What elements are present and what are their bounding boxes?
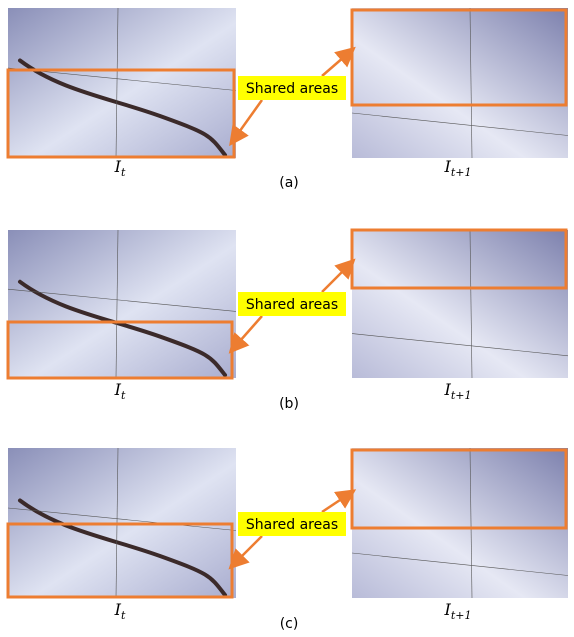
shared-label: Shared areas [246, 81, 338, 97]
caption: It [114, 157, 126, 179]
panel-label: (c) [280, 616, 299, 632]
arrow-left [232, 316, 262, 350]
left-photo [8, 8, 236, 158]
caption: It [114, 380, 126, 402]
arrow-right [322, 262, 352, 292]
caption-sub: t [121, 389, 126, 402]
arrow-left [232, 100, 262, 142]
caption: It+1 [444, 380, 472, 402]
right-photo [352, 230, 568, 378]
caption-sub: t [121, 166, 126, 179]
caption-sub: t+1 [451, 166, 472, 179]
panel-label: (b) [279, 396, 299, 412]
caption: It [114, 600, 126, 622]
shared-label: Shared areas [246, 517, 338, 533]
page: Shared areas It It+1 (a) Shared areas It It+1 (… [0, 0, 574, 637]
right-photo [352, 8, 568, 158]
caption: It+1 [444, 600, 472, 622]
panel-label: (a) [279, 175, 299, 191]
caption-sub: t+1 [451, 389, 472, 402]
shared-label: Shared areas [246, 297, 338, 313]
arrow-right [322, 50, 352, 76]
left-photo [8, 230, 236, 378]
figure: Shared areas It It+1 (a) Shared areas It It+1 (… [0, 0, 574, 637]
caption-sub: t [121, 609, 126, 622]
caption: It+1 [444, 157, 472, 179]
right-photo [352, 448, 568, 598]
arrow-left [232, 536, 262, 566]
caption-sub: t+1 [451, 609, 472, 622]
arrow-right [322, 492, 352, 512]
